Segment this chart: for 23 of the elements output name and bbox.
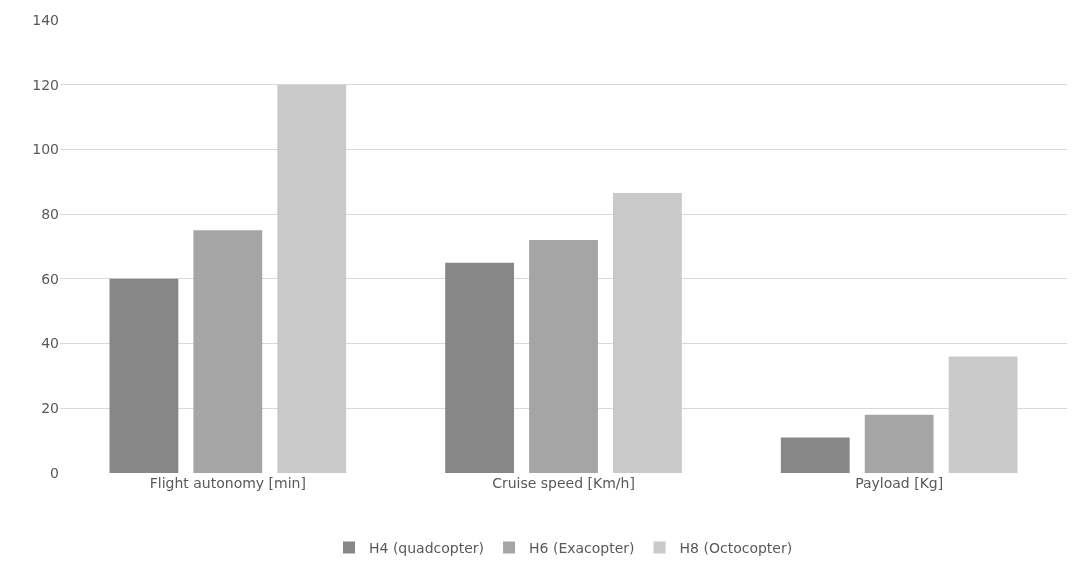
y-tick-label: 120 [32, 76, 59, 93]
bar [445, 262, 514, 473]
bar [864, 414, 934, 473]
legend-label: H6 (Exacopter) [529, 539, 635, 556]
x-tick-label: Payload [Kg] [855, 475, 944, 491]
bar [529, 240, 598, 473]
y-tick-label: 140 [32, 11, 59, 28]
y-tick-label: 20 [41, 400, 59, 417]
bar [948, 356, 1018, 473]
bar [613, 193, 682, 473]
y-tick-label: 80 [41, 206, 59, 223]
bar [277, 84, 347, 473]
y-tick-label: 60 [41, 270, 59, 287]
bar [109, 278, 179, 473]
y-tick-label: 40 [41, 335, 59, 352]
x-tick-label: Flight autonomy [min] [149, 475, 306, 491]
bar [193, 230, 263, 473]
y-tick-label: 0 [50, 464, 59, 481]
legend-label: H4 (quadcopter) [369, 539, 485, 556]
x-tick-label: Cruise speed [Km/h] [492, 475, 635, 491]
bar [780, 437, 850, 473]
y-tick-label: 100 [32, 141, 59, 158]
legend-label: H8 (Octocopter) [679, 539, 793, 556]
